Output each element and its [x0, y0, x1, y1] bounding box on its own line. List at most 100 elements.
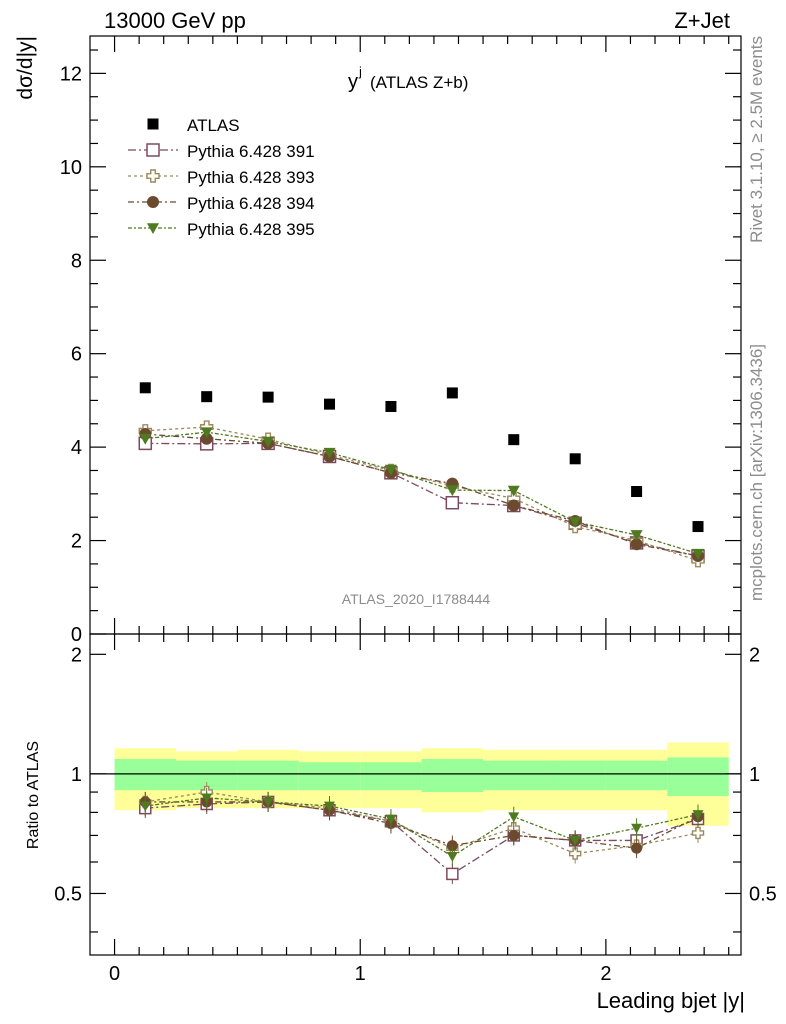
- data-point-p395: [139, 433, 152, 445]
- ratio-point-p393: [691, 826, 705, 840]
- data-point-atlas: [631, 486, 643, 498]
- upper-y-tick-label: 10: [60, 157, 82, 179]
- x-axis-label: Leading bjet |y|: [597, 988, 745, 1013]
- ratio-y-axis-label: Ratio to ATLAS: [25, 741, 42, 849]
- ratio-point-p395: [262, 797, 274, 808]
- upper-y-tick-label: 6: [71, 344, 82, 366]
- data-point-atlas: [385, 400, 397, 412]
- ratio-point-p395: [324, 801, 336, 812]
- ratio-band-inner: [298, 762, 361, 791]
- legend-marker-p395: [147, 223, 159, 234]
- ratio-line-p391: [145, 801, 699, 875]
- data-point-atlas: [262, 391, 274, 403]
- data-point-p395: [323, 447, 336, 459]
- ratio-point-p395: [385, 814, 397, 825]
- data-point-p395: [446, 485, 459, 497]
- header-right: Z+Jet: [674, 8, 730, 33]
- ratio-point-p395: [508, 812, 520, 823]
- upper-y-tick-label: 12: [60, 63, 82, 85]
- title-superscript: j: [358, 64, 362, 79]
- data-point-atlas: [508, 434, 520, 446]
- data-point-atlas: [446, 387, 458, 399]
- series-line-p391: [145, 442, 699, 557]
- series-line-p395: [145, 431, 699, 555]
- data-point-p391: [445, 495, 460, 510]
- ratio-band-inner: [544, 760, 606, 791]
- ratio-point-p395: [692, 810, 704, 821]
- lower-y-tick-label-right: 2: [749, 644, 760, 666]
- ratio-point-p391: [446, 867, 459, 881]
- legend: ATLAS Pythia 6.428 391 Pythia 6.428 393 Pyt…: [128, 116, 315, 239]
- lower-frame: [89, 633, 742, 956]
- x-tick-label: 0: [109, 963, 120, 985]
- ratio-panel: 0.5 0.5 1 1 2 2 0 1 2 Ratio to ATLAS Leading bje…: [25, 633, 777, 1013]
- title-main: y: [348, 71, 358, 93]
- title-rest: (ATLAS Z+b): [370, 73, 468, 92]
- ratio-point-p395: [631, 823, 643, 834]
- legend-marker-p394: [147, 196, 159, 208]
- data-point-atlas: [692, 521, 704, 533]
- legend-label-p393: Pythia 6.428 393: [187, 168, 315, 187]
- ratio-point-p395: [446, 851, 458, 862]
- ratio-band-inner: [114, 759, 176, 791]
- ratio-point-p395: [139, 801, 151, 812]
- legend-marker-p391: [146, 143, 160, 157]
- ratio-point-p394: [508, 829, 520, 841]
- legend-label-p391: Pythia 6.428 391: [187, 142, 315, 161]
- lower-y-tick-label-left: 2: [71, 644, 82, 666]
- main-panel: y j (ATLAS Z+b) dσ/d|y| ATLAS_2020_I1788…: [14, 35, 742, 646]
- upper-axes: 0 2 4 6 8 10 12: [60, 35, 742, 646]
- legend-label-atlas: ATLAS: [187, 116, 240, 135]
- data-point-p395: [262, 436, 275, 448]
- mcplots-label: mcplots.cern.ch [arXiv:1306.3436]: [747, 344, 766, 601]
- data-point-p395: [692, 548, 705, 560]
- ratio-point-p394: [446, 840, 458, 852]
- main-plot-title: y j (ATLAS Z+b): [348, 64, 468, 93]
- data-point-atlas: [324, 398, 336, 410]
- data-point-p395: [569, 517, 582, 528]
- ratio-point-p394: [631, 842, 643, 854]
- series-line-p393: [145, 426, 699, 562]
- ratio-band-inner: [667, 757, 729, 796]
- ratio-data: [139, 782, 705, 884]
- ratio-point-p395: [201, 793, 213, 804]
- upper-y-tick-label: 2: [71, 531, 82, 553]
- x-tick-label: 2: [600, 963, 611, 985]
- data-point-p394: [507, 499, 520, 512]
- legend-label-p394: Pythia 6.428 394: [187, 194, 315, 213]
- legend-marker-atlas: [147, 118, 159, 130]
- lower-y-tick-label-left: 1: [71, 764, 82, 786]
- data-point-p395: [384, 464, 397, 476]
- data-point-p395: [507, 485, 520, 497]
- ratio-band-inner: [421, 759, 484, 793]
- ratio-band-inner: [360, 762, 422, 791]
- data-point-atlas: [139, 382, 151, 394]
- data-point-atlas: [569, 453, 581, 465]
- ratio-line-p395: [145, 797, 699, 858]
- data-point-p395: [630, 530, 643, 541]
- series-line-p394: [145, 433, 699, 557]
- lower-y-tick-label-right: 1: [749, 764, 760, 786]
- upper-y-tick-label: 4: [71, 437, 82, 459]
- data-point-p394: [630, 538, 643, 551]
- data-point-atlas: [201, 391, 213, 403]
- legend-marker-p393: [146, 169, 160, 183]
- header-left: 13000 GeV pp: [104, 8, 246, 33]
- ratio-band-inner: [605, 760, 668, 791]
- data-point-p394: [200, 432, 213, 445]
- ratio-point-p393: [568, 847, 582, 860]
- upper-y-axis-label: dσ/d|y|: [14, 36, 37, 100]
- ratio-band-inner: [483, 760, 545, 791]
- ratio-uncertainty-bands: [90, 742, 741, 826]
- ratio-line-p394: [145, 801, 699, 849]
- legend-label-p395: Pythia 6.428 395: [187, 220, 315, 239]
- upper-data: [138, 382, 705, 568]
- upper-y-tick-label: 8: [71, 250, 82, 272]
- lower-y-tick-label-right: 0.5: [749, 883, 777, 905]
- lower-axes: 0.5 0.5 1 1 2 2 0 1 2: [54, 633, 777, 985]
- analysis-watermark: ATLAS_2020_I1788444: [342, 591, 491, 607]
- lower-y-tick-label-left: 0.5: [54, 883, 82, 905]
- upper-y-tick-label: 0: [71, 624, 82, 646]
- ratio-band-inner: [237, 760, 299, 791]
